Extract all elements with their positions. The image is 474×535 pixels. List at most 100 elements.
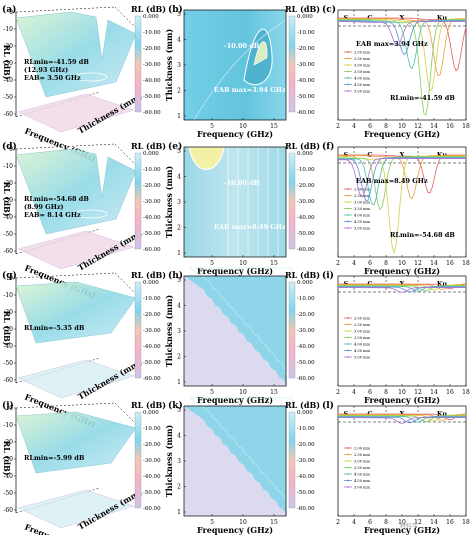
legend-marker bbox=[347, 188, 349, 190]
legend-entry: 3.50 mm bbox=[354, 336, 371, 340]
legend-marker bbox=[347, 317, 349, 319]
contour-plot-k: 1 2 3 4 5 5 10 15 Thickness (mm) Frequency (GHz) R… bbox=[164, 397, 320, 535]
legend-entry: 3.50 mm bbox=[354, 70, 371, 74]
y-axis-label: Thickness (mm) bbox=[164, 425, 174, 498]
colorbar: RL (dB)0.000 -10.00 -20.00 -30.00 -40.00 -50.… bbox=[285, 4, 320, 116]
colorbar-tick-label: -40.00 bbox=[297, 78, 315, 84]
z-axis-label: RL (dB) bbox=[2, 182, 12, 217]
legend-entry: 4.50 mm bbox=[354, 220, 371, 224]
legend-entry: 4.00 mm bbox=[354, 76, 371, 80]
y-tick-label: 5 bbox=[177, 277, 181, 284]
box-edge bbox=[15, 402, 116, 409]
colorbar-tick-label: -50.00 bbox=[297, 94, 315, 100]
y-tick-label: 1 bbox=[177, 509, 181, 516]
x-tick-label: 2 bbox=[336, 519, 340, 526]
series-line bbox=[337, 156, 466, 211]
colorbar-tick-label: -30.00 bbox=[143, 199, 161, 205]
y-tick-label: 1 bbox=[177, 113, 181, 120]
colorbar-title: RL (dB) bbox=[285, 4, 320, 14]
legend-entry: 2.50 mm bbox=[354, 57, 371, 61]
series-line bbox=[337, 157, 466, 206]
colorbar-tick-label: 0.000 bbox=[143, 280, 159, 286]
x-tick-label: 14 bbox=[430, 519, 438, 526]
contour-ring bbox=[74, 72, 108, 82]
series-line bbox=[338, 284, 466, 290]
colorbar: RL (dB)0.000 -10.00 -20.00 -30.00 -40.00 -50.… bbox=[285, 141, 320, 253]
colorbar-tick-label: -30.00 bbox=[297, 199, 315, 205]
z-tick-label: -30 bbox=[3, 60, 13, 67]
surface bbox=[15, 411, 137, 474]
x-tick-label: 15 bbox=[270, 123, 278, 130]
z-tick-label: -40 bbox=[3, 473, 13, 480]
panel-label-l: (l) bbox=[322, 400, 334, 411]
colorbar-tick-label: -60.00 bbox=[143, 376, 161, 382]
legend-marker bbox=[347, 343, 349, 345]
y-tick-label: 3 bbox=[177, 199, 181, 206]
legend-marker bbox=[347, 64, 349, 66]
x-tick-label: 10 bbox=[239, 519, 247, 526]
annotation: RLmin=-54.68 dB bbox=[24, 195, 89, 203]
panel-label-c: (c) bbox=[322, 4, 336, 15]
legend-marker bbox=[347, 466, 349, 469]
series-line bbox=[338, 414, 466, 421]
colorbar-tick-label: 0.000 bbox=[143, 410, 159, 416]
y-tick-label: 1 bbox=[177, 250, 181, 257]
colorbar-title: RL (dB) bbox=[285, 141, 320, 151]
colorbar-tick-label: -10.00 bbox=[143, 426, 161, 432]
x-tick-label: 8 bbox=[384, 260, 388, 267]
legend-entry: 4.00 mm bbox=[354, 342, 371, 346]
legend-entry: 3.00 mm bbox=[354, 63, 371, 67]
colorbar-tick-label: -60.00 bbox=[297, 506, 315, 512]
contour-plot-h: 1 2 3 4 5 5 10 15 Thickness (mm) Frequency (GHz) R… bbox=[164, 267, 320, 405]
colorbar-tick-label: -60.00 bbox=[143, 506, 161, 512]
x-axis-label: Frequency (GHz) bbox=[197, 525, 273, 535]
colorbar-tick-label: -20.00 bbox=[297, 442, 315, 448]
panel-label-f: (f) bbox=[322, 141, 334, 152]
x-tick-label: 8 bbox=[384, 389, 388, 396]
colorbar-tick-label: -50.00 bbox=[297, 360, 315, 366]
x-tick-label: 2 bbox=[336, 389, 340, 396]
colorbar-tick-label: -50.00 bbox=[297, 231, 315, 237]
y-tick-label: 3 bbox=[177, 328, 181, 335]
y-tick-label: 5 bbox=[177, 148, 181, 155]
legend-entry: 4.50 mm bbox=[354, 349, 371, 353]
series-line bbox=[337, 157, 466, 202]
panel-label-e: (e) bbox=[168, 141, 182, 152]
legend-entry: 2.00 mm bbox=[354, 316, 371, 320]
colorbar-tick-label: -60.00 bbox=[143, 247, 161, 253]
x-tick-label: 5 bbox=[210, 519, 214, 526]
z-tick-label: -20 bbox=[3, 180, 13, 187]
colorbar-strip bbox=[288, 152, 296, 250]
legend-marker bbox=[347, 201, 349, 203]
legend-marker bbox=[347, 207, 349, 210]
floor-projection bbox=[17, 230, 135, 270]
annotation: (8.99 GHz) bbox=[24, 203, 64, 211]
colorbar-tick-label: 0.000 bbox=[297, 151, 313, 157]
floor-projection bbox=[17, 489, 135, 529]
y-tick-label: 2 bbox=[177, 484, 181, 491]
legend-marker bbox=[347, 194, 349, 197]
legend-entry: 2.00 mm bbox=[354, 50, 371, 54]
watermark: 材料学 bbox=[400, 522, 418, 530]
x-tick-label: 12 bbox=[414, 260, 422, 267]
legend-entry: 3.00 mm bbox=[354, 459, 371, 463]
y-axis-label: Thickness (mm) bbox=[164, 29, 174, 102]
panel-label-k: (k) bbox=[168, 400, 183, 411]
legend-marker bbox=[347, 447, 349, 449]
legend-entry: 3.00 mm bbox=[354, 329, 371, 333]
z-tick-label: 0 bbox=[9, 146, 13, 153]
x-tick-label: 5 bbox=[210, 389, 214, 396]
colorbar-strip bbox=[134, 152, 142, 250]
contour-ring bbox=[74, 209, 108, 219]
colorbar-tick-label: -20.00 bbox=[143, 442, 161, 448]
colorbar-tick-label: -30.00 bbox=[297, 328, 315, 334]
colorbar-tick-label: -40.00 bbox=[297, 344, 315, 350]
annotation: EAB= 8.14 GHz bbox=[24, 211, 81, 219]
colorbar-strip bbox=[134, 411, 142, 509]
y-tick-label: 5 bbox=[177, 11, 181, 18]
x-axis-label: Frequency (GHz) bbox=[364, 266, 440, 276]
floor-projection bbox=[17, 93, 135, 133]
legend-entry: 2.00 mm bbox=[354, 446, 371, 450]
series-line bbox=[338, 416, 466, 423]
colorbar-tick-label: -50.00 bbox=[143, 490, 161, 496]
